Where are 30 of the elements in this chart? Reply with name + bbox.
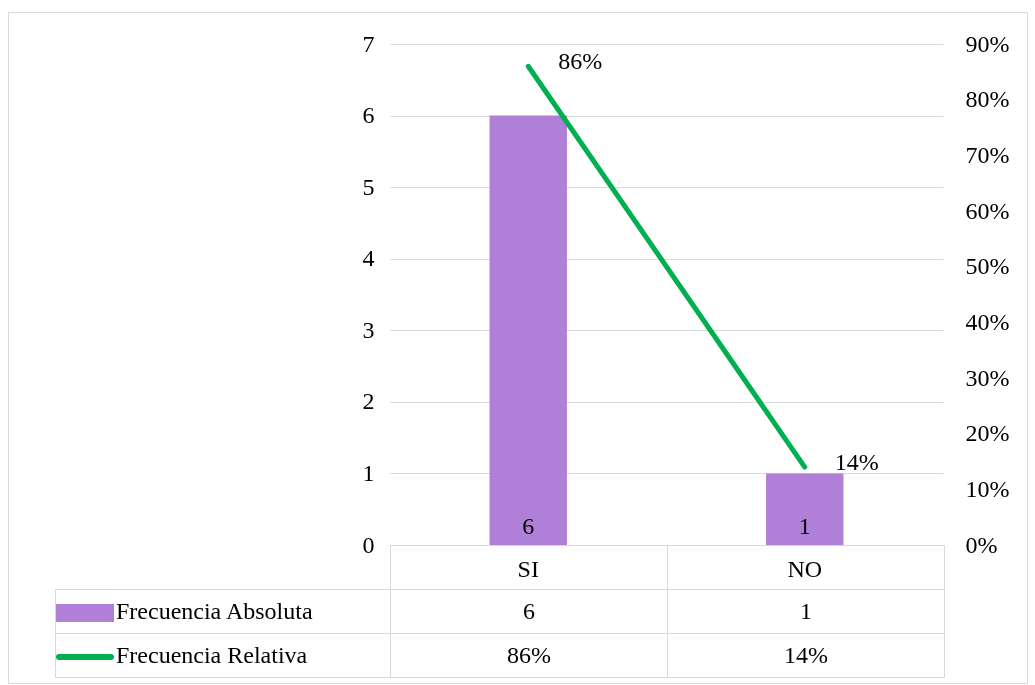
data-label: 6 [390,589,668,634]
y-tick-label: 0 [362,531,375,558]
y2-tick-label: 50% [965,253,1010,280]
y-tick-label: 7 [362,30,375,57]
y-tick-label: 3 [362,316,375,343]
y2-tick-label: 10% [965,475,1010,502]
text: 6 [522,513,535,539]
y2-tick-label: 40% [965,308,1010,335]
y2-tick-label: 30% [965,364,1010,391]
x-tick-label: NO [787,555,823,582]
y2-tick-label: 0% [965,531,998,558]
y-tick-label: 6 [362,102,375,129]
text: 14% [834,449,879,476]
y-tick-label: 1 [362,459,375,486]
y-tick-label: 2 [362,388,375,415]
data-label: 86% [390,633,668,678]
text: 86% [558,48,603,75]
y-tick-label: 5 [362,173,375,200]
y-tick-label: 4 [362,245,375,272]
y2-tick-label: 60% [965,197,1010,224]
data-label: 1 [667,589,945,634]
y2-tick-label: 90% [965,30,1010,57]
text: 1 [798,513,811,539]
data-label: 14% [667,633,945,678]
x-tick-label: SI [517,555,539,582]
legend-label: Frecuencia Absoluta [55,589,391,634]
y2-tick-label: 80% [965,86,1010,113]
y2-tick-label: 70% [965,141,1010,168]
y2-tick-label: 20% [965,420,1010,447]
legend-label: Frecuencia Relativa [55,633,391,678]
